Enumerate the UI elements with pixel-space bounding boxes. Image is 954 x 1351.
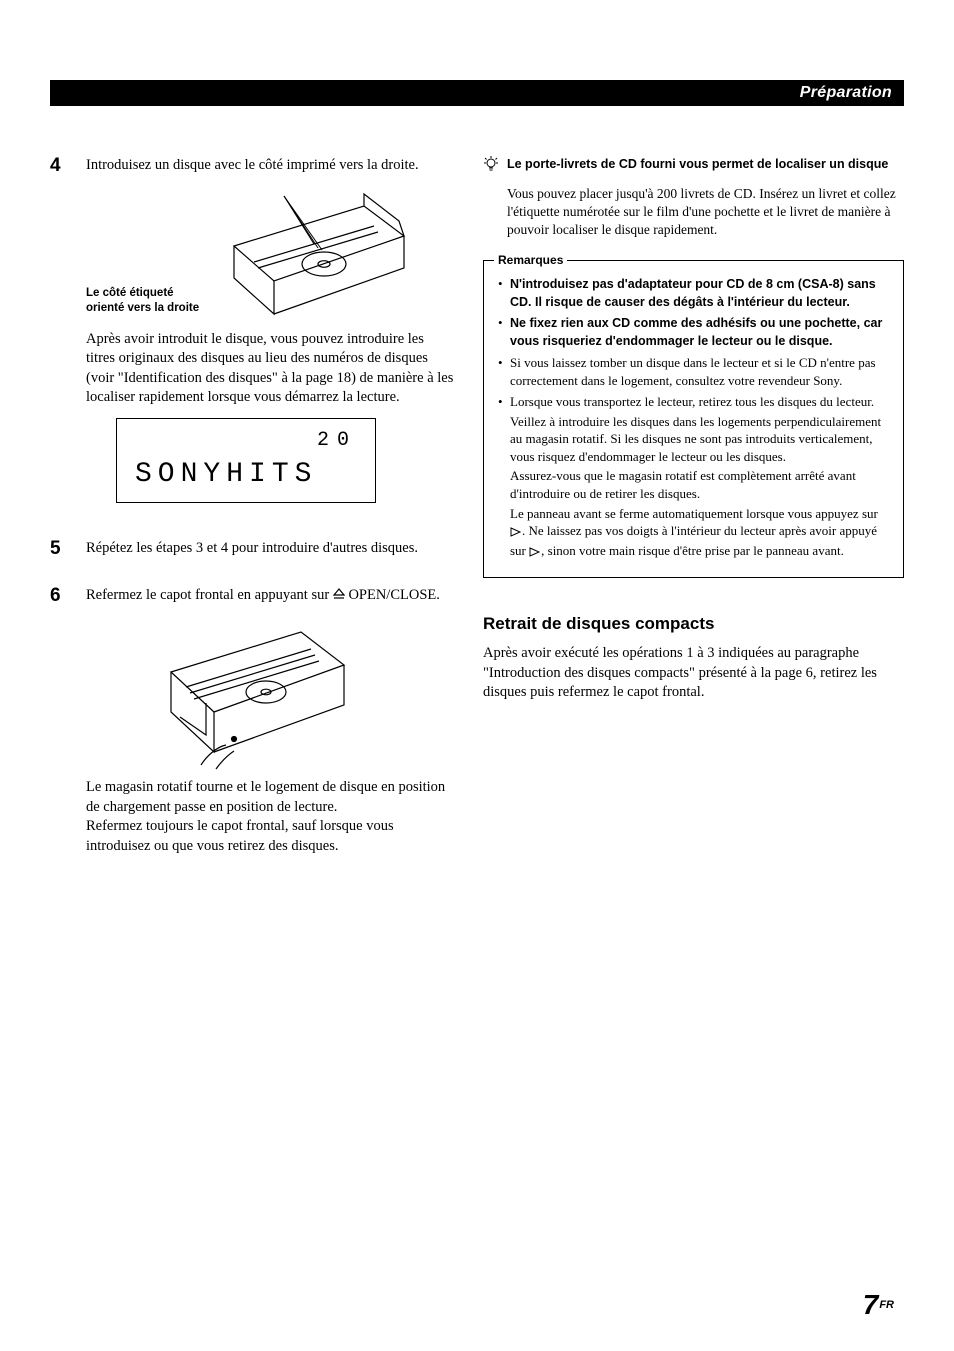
figure-caption: Le côté étiqueté orienté vers la droite — [86, 286, 206, 316]
step-text: Introduisez un disque avec le côté impri… — [86, 156, 455, 176]
step-6: 6 Refermez le capot frontal en appuyant … — [50, 586, 455, 866]
left-column: 4 Introduisez un disque avec le côté imp… — [50, 156, 455, 885]
step-body: Répétez les étapes 3 et 4 pour introduir… — [86, 539, 455, 569]
tip-block: Le porte-livrets de CD fourni vous perme… — [483, 156, 904, 179]
two-column-layout: 4 Introduisez un disque avec le côté imp… — [50, 156, 904, 885]
step-number: 5 — [50, 539, 72, 569]
step-text: Refermez le capot frontal en appuyant su… — [86, 586, 455, 607]
remarks-item: Si vous laissez tomber un disque dans le… — [498, 354, 889, 389]
step-number: 6 — [50, 586, 72, 866]
eject-icon — [333, 587, 345, 607]
figure-insert-disc: Le côté étiqueté orienté vers la droite — [86, 186, 455, 316]
step-text-before: Refermez le capot frontal en appuyant su… — [86, 587, 329, 603]
step-text-after: OPEN/CLOSE. — [345, 587, 440, 603]
step-after-figure: Le magasin rotatif tourne et le logement… — [86, 778, 455, 856]
play-icon — [510, 524, 522, 542]
subsection-heading: Retrait de disques compacts — [483, 614, 904, 634]
remarks-subtext: Assurez-vous que le magasin rotatif est … — [510, 467, 889, 502]
subsection-body: Après avoir exécuté les opérations 1 à 3… — [483, 644, 904, 703]
right-column: Le porte-livrets de CD fourni vous perme… — [483, 156, 904, 885]
step-5: 5 Répétez les étapes 3 et 4 pour introdu… — [50, 539, 455, 569]
section-title: Préparation — [800, 84, 892, 102]
step-body: Introduisez un disque avec le côté impri… — [86, 156, 455, 521]
page-number-lang: FR — [879, 1299, 894, 1311]
remarks-item: N'introduisez pas d'adaptateur pour CD d… — [498, 275, 889, 311]
display-line-2: SONYHITS — [135, 456, 357, 494]
tip-title: Le porte-livrets de CD fourni vous perme… — [507, 156, 888, 179]
lcd-display: 20 SONYHITS — [116, 418, 376, 503]
step-after-figure: Après avoir introduit le disque, vous po… — [86, 330, 455, 408]
remarks-list: N'introduisez pas d'adaptateur pour CD d… — [498, 275, 889, 562]
remarks-item: Lorsque vous transportez le lecteur, ret… — [498, 393, 889, 561]
page-number: 7FR — [863, 1289, 894, 1321]
remarks-title: Remarques — [494, 252, 567, 268]
cd-player-close-illustration — [146, 617, 356, 772]
step-4: 4 Introduisez un disque avec le côté imp… — [50, 156, 455, 521]
section-header-bar: Préparation — [50, 80, 904, 106]
step-body: Refermez le capot frontal en appuyant su… — [86, 586, 455, 866]
step-text: Répétez les étapes 3 et 4 pour introduir… — [86, 539, 455, 559]
tip-body: Vous pouvez placer jusqu'à 200 livrets d… — [507, 185, 904, 240]
cd-player-insert-illustration — [214, 186, 414, 316]
remarks-subtext: Le panneau avant se ferme automatiquemen… — [510, 505, 889, 562]
step-number: 4 — [50, 156, 72, 521]
remarks-item: Ne fixez rien aux CD comme des adhésifs … — [498, 314, 889, 350]
lightbulb-icon — [483, 156, 501, 179]
display-line-1: 20 — [135, 427, 357, 454]
play-icon — [529, 544, 541, 562]
remarks-box: Remarques N'introduisez pas d'adaptateur… — [483, 260, 904, 579]
remarks-subtext: Veillez à introduire les disques dans le… — [510, 413, 889, 466]
page-number-value: 7 — [863, 1289, 879, 1320]
